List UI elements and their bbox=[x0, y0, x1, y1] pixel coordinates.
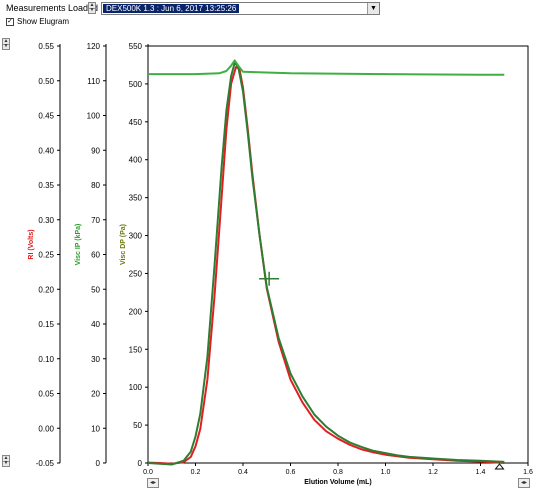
y-tick-label: 0.45 bbox=[38, 112, 54, 121]
y-tick-label: 0.10 bbox=[38, 355, 54, 364]
stepper-down-icon[interactable]: ▼ bbox=[3, 460, 9, 466]
y-tick-label: 300 bbox=[129, 232, 143, 241]
y-axis-top-stepper[interactable]: ▲ ▼ bbox=[2, 38, 10, 50]
measurements-loaded-label: Measurements Loaded 7: bbox=[6, 3, 109, 13]
x-axis-right-scroll-button[interactable]: ◂▸ bbox=[518, 478, 530, 488]
y-tick-label: 80 bbox=[91, 181, 100, 190]
chevron-down-icon[interactable]: ▼ bbox=[367, 3, 379, 14]
series-line-1 bbox=[147, 61, 505, 466]
y-axis-2: 0 50 100 150 200 250 300 350 400 450 500 550 Visc DP… bbox=[120, 42, 149, 468]
y-tick-label: 40 bbox=[91, 320, 100, 329]
y-tick-label: 110 bbox=[87, 77, 100, 86]
y-tick-label: 0.25 bbox=[38, 251, 54, 260]
measurement-select[interactable]: DEX500K 1.3 : Jun 6, 2017 13:25:26 ▼ bbox=[101, 2, 380, 15]
y-tick-label: 0.00 bbox=[38, 424, 54, 433]
y-axis-title: RI (Volts) bbox=[28, 229, 35, 259]
y-tick-label: 70 bbox=[91, 216, 100, 225]
y-tick-label: 120 bbox=[87, 42, 101, 51]
x-tick-label: 0.2 bbox=[191, 469, 201, 476]
y-tick-label: 100 bbox=[87, 112, 101, 121]
y-tick-label: 50 bbox=[133, 421, 142, 430]
y-tick-label: -0.05 bbox=[36, 459, 55, 468]
x-tick-label: 0.6 bbox=[286, 469, 296, 476]
toolbar: Measurements Loaded 7: ▲ ▼ DEX500K 1.3 :… bbox=[0, 0, 540, 16]
measurement-stepper[interactable]: ▲ ▼ bbox=[88, 2, 96, 14]
show-elugram-label: Show Elugram bbox=[17, 17, 70, 26]
x-tick-label: 1.2 bbox=[428, 469, 438, 476]
y-tick-label: 90 bbox=[91, 146, 100, 155]
show-elugram-checkbox[interactable]: ✓ bbox=[6, 18, 14, 26]
y-tick-label: 400 bbox=[129, 156, 143, 165]
stepper-down-icon[interactable]: ▼ bbox=[3, 43, 9, 49]
x-axis-left-scroll-button[interactable]: ◂▸ bbox=[147, 478, 159, 488]
x-tick-label: 0.0 bbox=[143, 469, 153, 476]
y-tick-label: 0.15 bbox=[38, 320, 54, 329]
y-tick-label: 20 bbox=[91, 390, 100, 399]
y-axis-bottom-stepper[interactable]: ▲ ▼ bbox=[2, 455, 10, 467]
y-tick-label: 250 bbox=[129, 269, 143, 278]
stepper-down-icon[interactable]: ▼ bbox=[89, 7, 95, 13]
y-tick-label: 0.20 bbox=[38, 285, 54, 294]
y-tick-label: 30 bbox=[91, 355, 100, 364]
stepper-up-icon[interactable]: ▲ bbox=[89, 2, 95, 9]
x-axis: 0.0 0.2 0.4 0.6 0.8 1.0 1.2 1.4 1.6 Elution Volum… bbox=[143, 463, 533, 486]
selected-measurement-value: DEX500K 1.3 : Jun 6, 2017 13:25:26 bbox=[103, 4, 240, 13]
y-tick-label: 50 bbox=[91, 285, 100, 294]
y-tick-label: 0.40 bbox=[38, 146, 54, 155]
y-tick-label: 10 bbox=[91, 424, 100, 433]
x-tick-label: 1.6 bbox=[523, 469, 533, 476]
y-tick-label: 60 bbox=[91, 251, 100, 260]
stepper-up-icon[interactable]: ▲ bbox=[3, 455, 9, 462]
y-axis-1: 0 10 20 30 40 50 60 70 80 90 100 110 120 Visc IP (kPa… bbox=[75, 42, 107, 468]
y-tick-label: 0.55 bbox=[38, 42, 54, 51]
y-tick-label: 100 bbox=[129, 383, 143, 392]
y-tick-label: 550 bbox=[129, 42, 143, 51]
y-tick-label: 0.05 bbox=[38, 390, 54, 399]
y-tick-label: 0.35 bbox=[38, 181, 54, 190]
y-tick-label: 0.50 bbox=[38, 77, 54, 86]
x-tick-label: 0.4 bbox=[238, 469, 248, 476]
x-tick-label: 1.0 bbox=[381, 469, 391, 476]
series-line-2 bbox=[148, 59, 505, 76]
x-tick-label: 0.8 bbox=[333, 469, 343, 476]
y-axis-0: -0.05 0.00 0.05 0.10 0.15 0.20 0.25 0.30 0.35 0.4… bbox=[28, 42, 61, 468]
y-tick-label: 200 bbox=[129, 307, 143, 316]
range-end-marker-icon bbox=[494, 463, 505, 470]
y-tick-label: 0 bbox=[138, 459, 143, 468]
y-tick-label: 0.30 bbox=[38, 216, 54, 225]
y-axis-title: Visc IP (kPa) bbox=[75, 224, 82, 266]
y-tick-label: 150 bbox=[129, 345, 143, 354]
y-tick-label: 450 bbox=[129, 118, 143, 127]
stepper-up-icon[interactable]: ▲ bbox=[3, 38, 9, 45]
y-tick-label: 500 bbox=[129, 80, 143, 89]
y-tick-label: 0 bbox=[96, 459, 101, 468]
x-axis-title: Elution Volume (mL) bbox=[304, 479, 372, 486]
y-tick-label: 350 bbox=[129, 194, 143, 203]
x-tick-label: 1.4 bbox=[476, 469, 486, 476]
y-axis-title: Visc DP (Pa) bbox=[120, 224, 127, 265]
